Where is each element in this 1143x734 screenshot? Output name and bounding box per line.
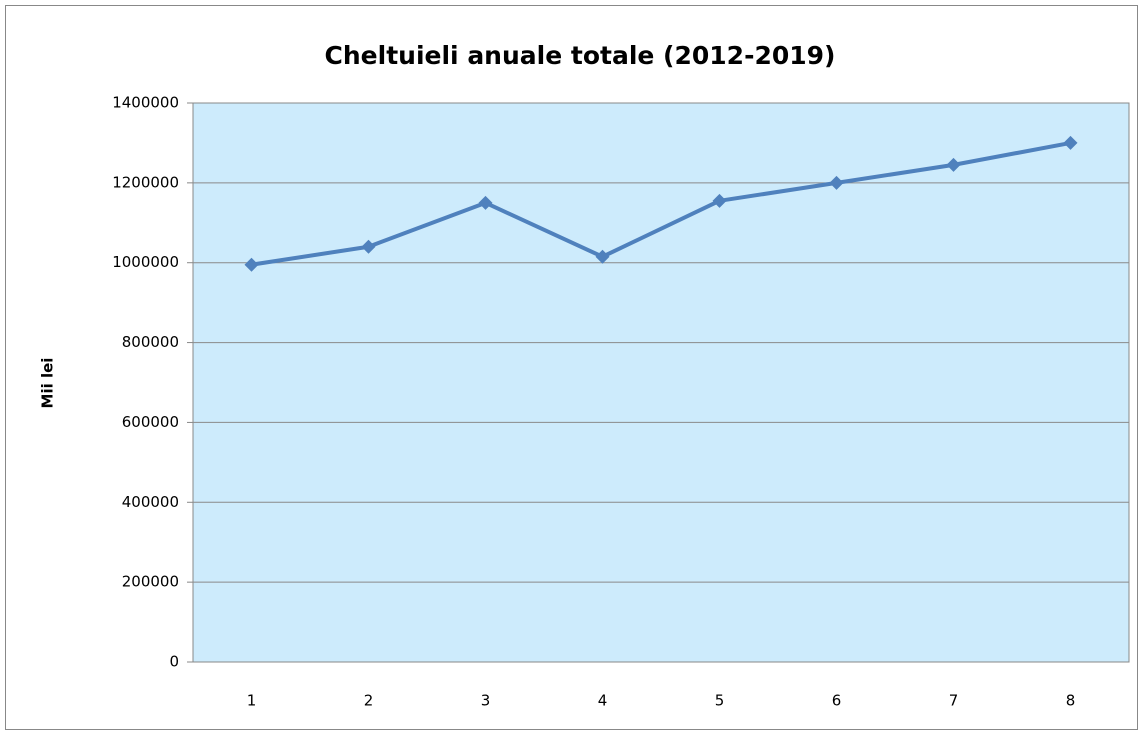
y-tick-label: 600000 xyxy=(122,413,179,431)
x-tick-label: 3 xyxy=(481,692,491,710)
y-tick-label: 0 xyxy=(169,653,179,671)
plot-area xyxy=(192,102,1130,663)
x-tick-label: 6 xyxy=(832,692,842,710)
x-tick-label: 5 xyxy=(715,692,725,710)
x-tick-label: 4 xyxy=(598,692,608,710)
point-marker xyxy=(478,195,493,210)
y-tick-label: 400000 xyxy=(122,493,179,511)
point-marker xyxy=(595,249,610,264)
point-marker xyxy=(361,239,376,254)
x-tick-label: 8 xyxy=(1066,692,1076,710)
y-tick-label: 1200000 xyxy=(112,173,179,191)
y-tick-label: 200000 xyxy=(122,573,179,591)
y-tick-label: 1400000 xyxy=(112,94,179,112)
x-tick-label: 1 xyxy=(247,692,257,710)
chart-title: Cheltuieli anuale totale (2012-2019) xyxy=(325,41,836,70)
point-marker xyxy=(829,175,844,190)
point-marker xyxy=(1063,135,1078,150)
y-axis-title: Mii lei xyxy=(39,358,57,409)
y-tick-label: 1000000 xyxy=(112,253,179,271)
x-tick-label: 7 xyxy=(949,692,959,710)
point-marker xyxy=(244,257,259,272)
x-tick-label: 2 xyxy=(364,692,374,710)
y-tick-label: 800000 xyxy=(122,333,179,351)
series-line xyxy=(251,140,1071,267)
point-marker xyxy=(712,193,727,208)
point-marker xyxy=(946,157,961,172)
